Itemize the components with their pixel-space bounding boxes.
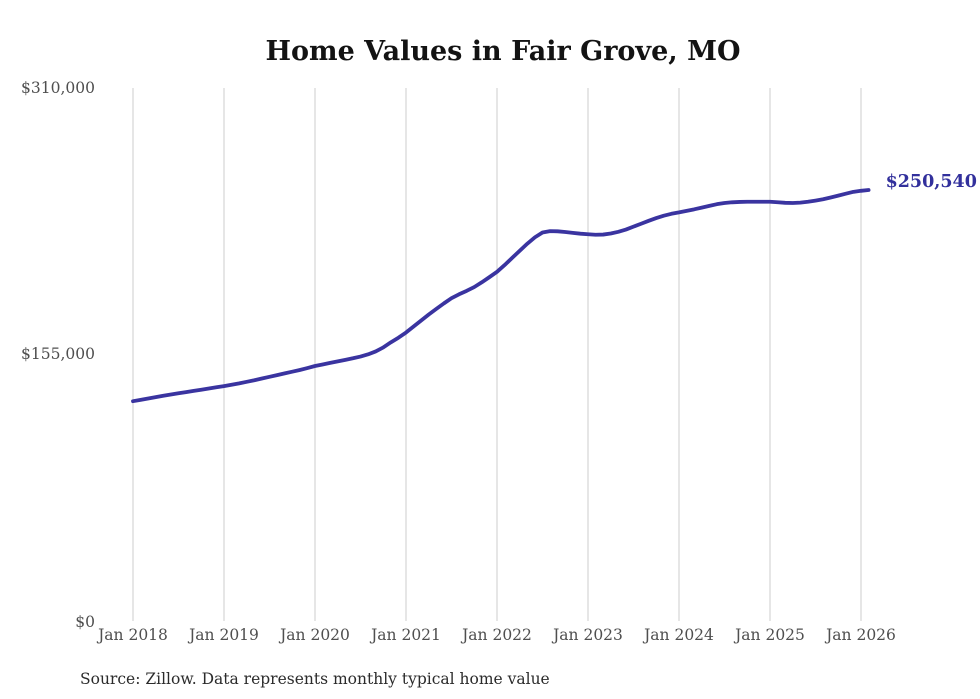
x-tick-jan-2022: Jan 2022 bbox=[460, 626, 532, 644]
y-tick-155000: $155,000 bbox=[21, 345, 95, 363]
chart-title: Home Values in Fair Grove, MO bbox=[265, 36, 740, 67]
x-tick-jan-2018: Jan 2018 bbox=[96, 626, 168, 644]
x-tick-jan-2025: Jan 2025 bbox=[733, 626, 805, 644]
source-note: Source: Zillow. Data represents monthly … bbox=[80, 670, 550, 688]
y-tick-310000: $310,000 bbox=[21, 79, 95, 97]
x-tick-jan-2021: Jan 2021 bbox=[369, 626, 441, 644]
x-tick-jan-2024: Jan 2024 bbox=[642, 626, 714, 644]
x-tick-jan-2026: Jan 2026 bbox=[824, 626, 896, 644]
y-tick-0: $0 bbox=[75, 613, 95, 631]
home-value-line-series bbox=[131, 188, 871, 404]
y-axis-tick-labels: $310,000 $155,000 $0 bbox=[21, 79, 95, 631]
x-tick-jan-2019: Jan 2019 bbox=[187, 626, 259, 644]
end-value-label: $250,540 bbox=[886, 172, 977, 192]
year-gridlines bbox=[132, 88, 862, 621]
x-tick-jan-2020: Jan 2020 bbox=[278, 626, 350, 644]
x-axis-tick-labels: Jan 2018 Jan 2019 Jan 2020 Jan 2021 Jan 2022… bbox=[96, 626, 896, 644]
x-tick-jan-2023: Jan 2023 bbox=[551, 626, 623, 644]
